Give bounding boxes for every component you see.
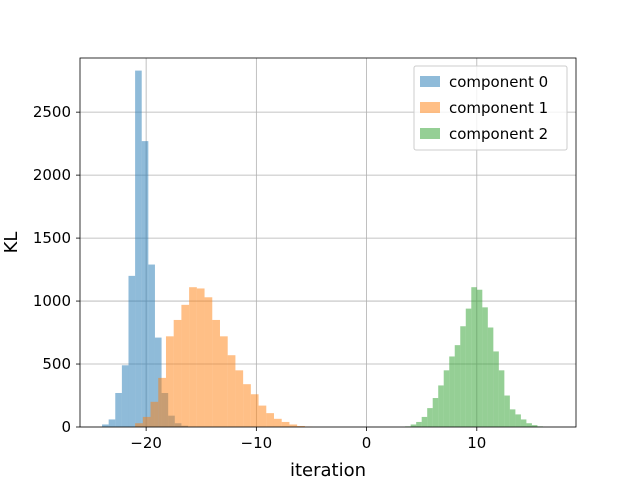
bar <box>135 423 143 427</box>
legend-label: component 2 <box>449 125 548 143</box>
bar <box>454 345 461 427</box>
bar <box>150 401 159 427</box>
y-tick-label: 1500 <box>33 229 71 247</box>
x-tick-label: −10 <box>241 434 273 452</box>
y-tick-label: 1000 <box>33 292 71 310</box>
legend-swatch <box>420 102 440 113</box>
bar <box>421 416 428 427</box>
bar <box>235 370 244 427</box>
x-tick-label: 10 <box>467 434 486 452</box>
bar <box>493 351 499 427</box>
y-axis-label: KL <box>1 232 22 254</box>
bar <box>258 405 267 427</box>
y-tick-label: 0 <box>61 418 71 436</box>
bar <box>526 423 532 427</box>
bar <box>487 327 494 427</box>
bar <box>471 287 477 427</box>
plot-frame <box>79 57 577 428</box>
axis-ticks: −20 −10 0 10 0 500 1000 1500 2000 2500 <box>33 103 487 452</box>
bar <box>410 424 417 427</box>
bar <box>297 425 305 427</box>
bar <box>449 356 455 427</box>
bar <box>416 421 422 427</box>
bar <box>243 384 251 427</box>
bar <box>227 355 236 427</box>
y-tick-label: 500 <box>42 355 71 373</box>
bar <box>504 395 510 427</box>
bar <box>427 408 433 427</box>
bar <box>465 308 472 427</box>
bar <box>281 421 290 427</box>
bar <box>289 424 298 427</box>
x-tick-label: −20 <box>130 434 162 452</box>
bar <box>108 419 116 427</box>
bar <box>181 304 190 427</box>
x-tick-label: 0 <box>362 434 372 452</box>
bar <box>460 326 466 427</box>
bar <box>443 370 450 427</box>
bar <box>115 392 122 427</box>
bar <box>142 416 151 427</box>
y-tick-label: 2500 <box>33 103 71 121</box>
bar <box>515 414 521 427</box>
bar <box>432 398 439 427</box>
bar <box>121 365 129 427</box>
legend-swatch <box>420 76 440 87</box>
bar <box>189 287 197 427</box>
bar <box>520 419 527 427</box>
bar <box>165 336 174 427</box>
bar <box>128 275 136 427</box>
bar <box>266 413 274 427</box>
histogram-bars <box>102 70 543 428</box>
series-2-bars <box>405 287 543 427</box>
bar <box>509 409 516 427</box>
bar <box>148 264 155 427</box>
legend: component 0 component 1 component 2 <box>413 65 568 151</box>
legend-box <box>413 65 568 151</box>
bar <box>212 319 220 427</box>
bar <box>273 418 282 427</box>
bar <box>531 425 538 427</box>
legend-label: component 1 <box>449 99 548 117</box>
bar <box>438 385 444 427</box>
bar <box>135 70 142 427</box>
legend-swatch <box>420 128 440 139</box>
bar <box>498 370 505 427</box>
bar <box>219 336 228 427</box>
bar <box>102 424 109 427</box>
bar <box>158 377 166 427</box>
x-axis-label: iteration <box>290 460 366 480</box>
bar <box>173 319 182 427</box>
legend-label: component 0 <box>449 73 548 91</box>
series-1-bars <box>135 287 313 427</box>
bar <box>204 297 213 427</box>
bar <box>141 141 149 428</box>
bar <box>476 289 483 427</box>
bar <box>196 288 205 427</box>
bar <box>482 307 488 427</box>
bar <box>250 394 259 427</box>
y-tick-label: 2000 <box>33 166 71 184</box>
